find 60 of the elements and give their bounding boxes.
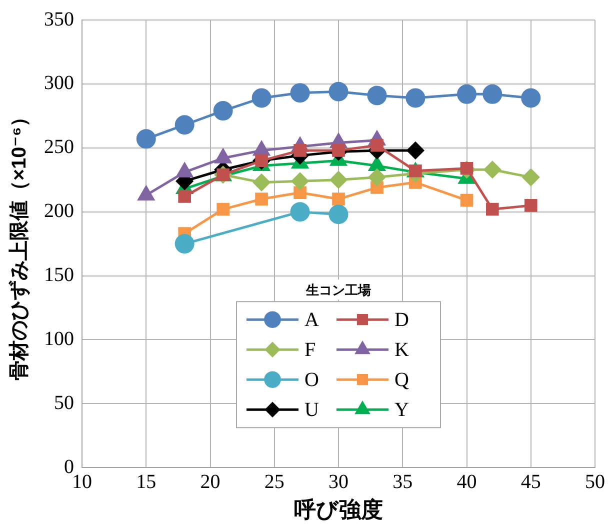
point: [290, 202, 310, 222]
legend-label: Y: [394, 398, 409, 421]
legend-label: D: [394, 308, 409, 331]
point: [521, 88, 541, 108]
point: [484, 160, 502, 178]
x-tick-label: 30: [328, 470, 348, 493]
point: [213, 101, 233, 121]
y-axis-title: 骨材のひずみ上限値（×10⁻⁶）: [8, 106, 31, 381]
legend-label: Q: [394, 368, 410, 391]
point: [486, 202, 499, 216]
point: [524, 199, 538, 212]
point: [522, 168, 540, 186]
point: [136, 129, 156, 149]
legend-label: U: [304, 398, 320, 421]
point: [216, 202, 230, 216]
y-tick-label: 150: [44, 264, 74, 286]
point: [406, 88, 426, 108]
y-tick-label: 200: [44, 200, 74, 222]
x-tick-label: 25: [264, 470, 284, 493]
point: [332, 192, 345, 206]
point: [252, 174, 270, 192]
x-tick-label: 50: [585, 470, 605, 493]
point: [255, 154, 268, 168]
x-tick-label: 10: [72, 470, 92, 493]
point: [368, 168, 386, 186]
x-tick-label: 40: [456, 470, 477, 493]
point: [328, 204, 348, 224]
legend-label: K: [394, 338, 410, 361]
x-tick-label: 35: [392, 470, 413, 493]
legend-label: A: [304, 308, 320, 331]
point: [406, 142, 424, 160]
x-tick-label: 45: [520, 470, 541, 493]
y-tick-label: 50: [54, 392, 74, 414]
point: [294, 186, 306, 200]
point: [255, 192, 268, 206]
x-axis-title: 呼び強度: [294, 496, 383, 522]
point: [174, 115, 194, 135]
point: [291, 172, 309, 190]
point: [460, 194, 474, 207]
point: [252, 88, 272, 108]
x-tick-label: 15: [136, 470, 156, 493]
point: [370, 138, 384, 152]
y-tick-label: 300: [44, 72, 74, 94]
point: [178, 190, 192, 203]
point: [328, 82, 348, 102]
y-tick-label: 100: [44, 328, 74, 350]
point: [330, 171, 348, 189]
point: [482, 84, 502, 104]
y-tick-label: 0: [64, 456, 74, 478]
y-tick-label: 250: [44, 136, 74, 158]
legend-label: O: [304, 368, 319, 391]
point: [290, 83, 310, 103]
x-tick-label: 20: [200, 470, 220, 493]
point: [332, 144, 345, 157]
point: [367, 86, 387, 106]
point: [174, 234, 194, 254]
legend-label: F: [304, 338, 316, 361]
legend-title: 生コン工場: [305, 282, 371, 298]
y-tick-label: 350: [44, 8, 74, 30]
point: [457, 84, 476, 104]
